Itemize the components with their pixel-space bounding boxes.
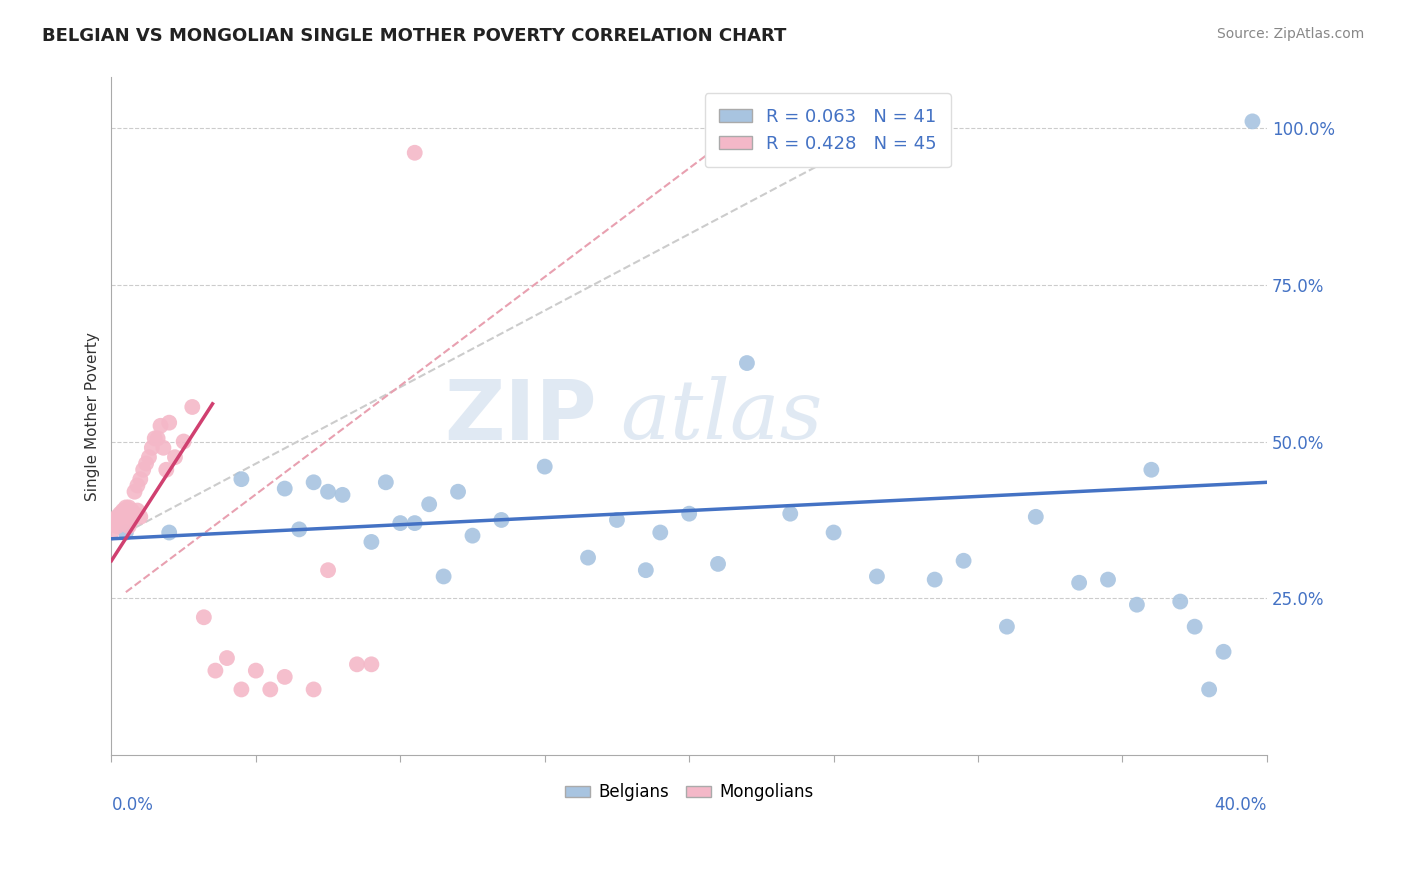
Point [129,509,152,524]
Point [418,497,440,511]
Point [332,488,354,502]
Point [157,525,180,540]
Point [135,457,157,471]
Point [650,525,672,540]
Point [121,503,143,517]
Text: 40.0%: 40.0% [1215,796,1267,814]
Point [181,400,204,414]
Point [779,507,801,521]
Point [141,441,163,455]
Point [259,682,281,697]
Point [707,557,730,571]
Point [105,509,128,524]
Point [103,513,125,527]
Point [404,145,426,160]
Point [1212,645,1234,659]
Point [1025,509,1047,524]
Point [127,503,149,517]
Point [360,657,382,672]
Point [132,463,155,477]
Point [360,535,382,549]
Point [316,563,339,577]
Point [1126,598,1149,612]
Point [100,525,122,540]
Point [115,525,138,540]
Point [118,519,141,533]
Point [152,441,174,455]
Text: BELGIAN VS MONGOLIAN SINGLE MOTHER POVERTY CORRELATION CHART: BELGIAN VS MONGOLIAN SINGLE MOTHER POVER… [42,27,786,45]
Point [115,509,138,524]
Point [173,434,195,449]
Point [146,431,169,445]
Point [678,507,700,521]
Point [245,664,267,678]
Point [606,513,628,527]
Point [389,516,412,530]
Point [193,610,215,624]
Point [302,682,325,697]
Point [1069,575,1091,590]
Point [302,475,325,490]
Point [231,682,253,697]
Point [163,450,186,465]
Point [346,657,368,672]
Point [576,550,599,565]
Point [124,507,146,521]
Y-axis label: Single Mother Poverty: Single Mother Poverty [86,332,100,500]
Point [433,569,456,583]
Legend: Belgians, Mongolians: Belgians, Mongolians [558,777,820,808]
Point [404,516,426,530]
Point [155,463,177,477]
Point [105,519,128,533]
Point [111,503,134,517]
Point [288,522,311,536]
Text: 0.0%: 0.0% [111,796,153,814]
Point [111,516,134,530]
Point [1097,573,1119,587]
Point [374,475,396,490]
Point [231,472,253,486]
Point [952,554,974,568]
Point [143,431,166,445]
Point [108,507,131,521]
Text: atlas: atlas [620,376,823,457]
Point [115,500,138,515]
Point [995,620,1018,634]
Point [108,513,131,527]
Point [204,664,226,678]
Text: Source: ZipAtlas.com: Source: ZipAtlas.com [1216,27,1364,41]
Point [461,529,484,543]
Point [138,450,160,465]
Point [129,472,152,486]
Point [1168,594,1191,608]
Point [1241,114,1264,128]
Point [127,478,149,492]
Point [274,670,297,684]
Point [447,484,470,499]
Point [118,500,141,515]
Point [274,482,297,496]
Point [316,484,339,499]
Point [1184,620,1206,634]
Point [215,651,238,665]
Point [149,418,172,433]
Point [735,356,758,370]
Point [491,513,513,527]
Text: ZIP: ZIP [444,376,596,457]
Point [533,459,555,474]
Point [924,573,946,587]
Point [823,525,845,540]
Point [1198,682,1220,697]
Point [121,513,143,527]
Point [1140,463,1163,477]
Point [124,484,146,499]
Point [634,563,657,577]
Point [866,569,889,583]
Point [157,416,180,430]
